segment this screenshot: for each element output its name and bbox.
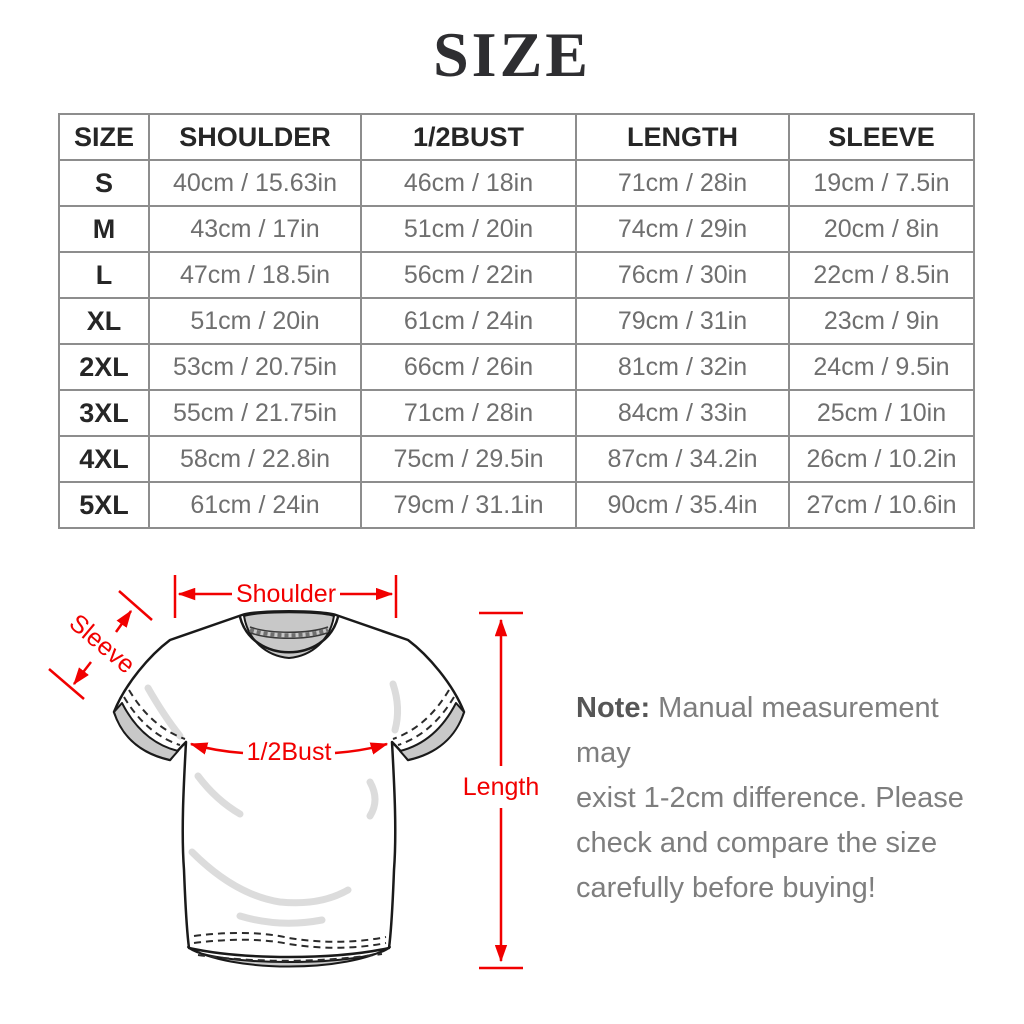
- sleeve-label: Sleeve: [64, 609, 141, 680]
- size-cell: S: [58, 159, 150, 207]
- table-row: XL 51cm / 20in 61cm / 24in 79cm / 31in 2…: [58, 297, 975, 345]
- measurement-cell: 61cm / 24in: [360, 297, 577, 345]
- cuff-right: [392, 689, 465, 761]
- size-cell: 4XL: [58, 435, 150, 483]
- measurement-cell: 53cm / 20.75in: [148, 343, 362, 391]
- wrinkles: [144, 680, 402, 927]
- cuff-left: [113, 689, 186, 761]
- measurement-cell: 71cm / 28in: [360, 389, 577, 437]
- hem: [187, 931, 391, 968]
- bust-label: 1/2Bust: [247, 738, 332, 766]
- bust-arrow-right: [334, 742, 389, 755]
- measurement-cell: 47cm / 18.5in: [148, 251, 362, 299]
- size-cell: M: [58, 205, 150, 253]
- note-line: carefully before buying!: [576, 872, 876, 904]
- note-line: Note: Manual measurement may: [576, 686, 976, 776]
- table-row: L 47cm / 18.5in 56cm / 22in 76cm / 30in …: [58, 251, 975, 299]
- collar: [238, 611, 340, 659]
- measurement-cell: 20cm / 8in: [788, 205, 975, 253]
- measurement-cell: 22cm / 8.5in: [788, 251, 975, 299]
- column-header-size: SIZE: [58, 113, 150, 161]
- measurement-cell: 76cm / 30in: [575, 251, 790, 299]
- measurement-cell: 25cm / 10in: [788, 389, 975, 437]
- table-row: 4XL 58cm / 22.8in 75cm / 29.5in 87cm / 3…: [58, 435, 975, 483]
- measurement-cell: 66cm / 26in: [360, 343, 577, 391]
- measurement-cell: 27cm / 10.6in: [788, 481, 975, 529]
- size-cell: XL: [58, 297, 150, 345]
- measurement-cell: 58cm / 22.8in: [148, 435, 362, 483]
- measurement-cell: 79cm / 31in: [575, 297, 790, 345]
- measurement-cell: 90cm / 35.4in: [575, 481, 790, 529]
- length-label: Length: [463, 773, 539, 801]
- measurement-cell: 24cm / 9.5in: [788, 343, 975, 391]
- column-header-length: LENGTH: [575, 113, 790, 161]
- sleeve-tick-bottom: [48, 668, 85, 700]
- measurement-cell: 55cm / 21.75in: [148, 389, 362, 437]
- measurement-cell: 61cm / 24in: [148, 481, 362, 529]
- measurement-cell: 43cm / 17in: [148, 205, 362, 253]
- size-table: SIZE SHOULDER 1/2BUST LENGTH SLEEVE S 40…: [58, 113, 975, 529]
- column-header-bust: 1/2BUST: [360, 113, 577, 161]
- measurement-cell: 19cm / 7.5in: [788, 159, 975, 207]
- table-row: 5XL 61cm / 24in 79cm / 31.1in 90cm / 35.…: [58, 481, 975, 529]
- table-row: 2XL 53cm / 20.75in 66cm / 26in 81cm / 32…: [58, 343, 975, 391]
- sleeve-arrow-top: [114, 609, 133, 633]
- sleeve-tick-top: [118, 590, 153, 621]
- length-annotation: Length: [463, 611, 539, 970]
- table-row: S 40cm / 15.63in 46cm / 18in 71cm / 28in…: [58, 159, 975, 207]
- sleeve-arrow-bottom: [73, 661, 92, 685]
- measurement-cell: 74cm / 29in: [575, 205, 790, 253]
- note-line: exist 1-2cm difference. Please: [576, 782, 964, 814]
- table-header-row: SIZE SHOULDER 1/2BUST LENGTH SLEEVE: [58, 113, 975, 161]
- size-cell: 3XL: [58, 389, 150, 437]
- measurement-cell: 51cm / 20in: [148, 297, 362, 345]
- size-cell: L: [58, 251, 150, 299]
- measurement-cell: 71cm / 28in: [575, 159, 790, 207]
- measurement-cell: 23cm / 9in: [788, 297, 975, 345]
- measurement-cell: 40cm / 15.63in: [148, 159, 362, 207]
- measurement-cell: 81cm / 32in: [575, 343, 790, 391]
- table-row: M 43cm / 17in 51cm / 20in 74cm / 29in 20…: [58, 205, 975, 253]
- note-label: Note:: [576, 692, 651, 724]
- tshirt-illustration: [112, 610, 466, 968]
- note-text: Note: Manual measurement may exist 1-2cm…: [576, 686, 976, 911]
- measurement-cell: 56cm / 22in: [360, 251, 577, 299]
- measurement-cell: 26cm / 10.2in: [788, 435, 975, 483]
- bust-arrow-left: [189, 742, 244, 755]
- note-line: check and compare the size: [576, 827, 938, 859]
- measurement-cell: 75cm / 29.5in: [360, 435, 577, 483]
- measurement-cell: 87cm / 34.2in: [575, 435, 790, 483]
- shoulder-annotation: Shoulder: [173, 575, 398, 618]
- measurement-cell: 51cm / 20in: [360, 205, 577, 253]
- size-cell: 5XL: [58, 481, 150, 529]
- measurement-cell: 84cm / 33in: [575, 389, 790, 437]
- bust-annotation: 1/2Bust: [189, 738, 389, 766]
- measurement-cell: 46cm / 18in: [360, 159, 577, 207]
- size-cell: 2XL: [58, 343, 150, 391]
- shoulder-label: Shoulder: [236, 580, 336, 608]
- tshirt-diagram: Shoulder Sleeve 1/2Bust Length: [48, 575, 539, 970]
- note-line-text: Manual measurement may: [576, 692, 939, 769]
- measurement-cell: 79cm / 31.1in: [360, 481, 577, 529]
- table-row: 3XL 55cm / 21.75in 71cm / 28in 84cm / 33…: [58, 389, 975, 437]
- column-header-shoulder: SHOULDER: [148, 113, 362, 161]
- page-title: SIZE: [433, 19, 591, 90]
- column-header-sleeve: SLEEVE: [788, 113, 975, 161]
